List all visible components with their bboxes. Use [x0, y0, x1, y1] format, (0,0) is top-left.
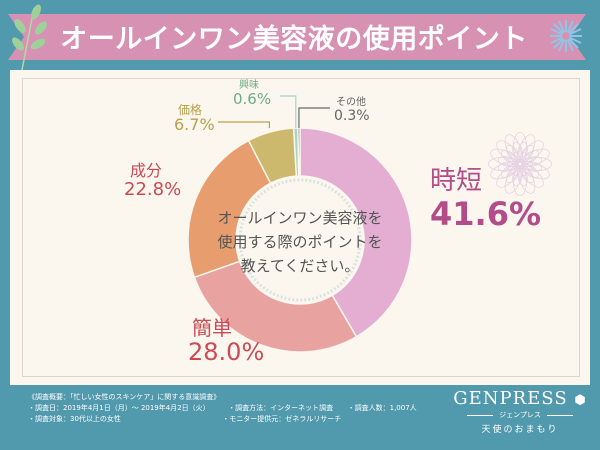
survey-target: ・調査対象：30代以上の女性: [28, 415, 121, 423]
brand-tagline: 天使のおまもり: [481, 425, 559, 435]
page-title: オールインワン美容液の使用ポイント: [60, 24, 528, 55]
slice-label-value: 41.6%: [430, 195, 542, 233]
slice-label-name: その他: [336, 97, 366, 108]
survey-method: ・調査方法：インターネット調査: [228, 404, 334, 412]
donut-center-text: オールインワン美容液を 使用する際のポイントを 教えてください。: [200, 206, 400, 278]
brand-logo: GENPRESS ⬢: [450, 388, 590, 409]
slice-label-value: 28.0%: [188, 338, 265, 366]
leader-line-kyoumi: [280, 95, 297, 129]
survey-count: ・調査人数：1,007人: [347, 404, 417, 412]
slice-label-sonota: その他 0.3%: [334, 97, 370, 124]
slice-label-seibun: 成分 22.8%: [124, 163, 181, 199]
card-border: [22, 78, 580, 377]
center-line-3: 教えてください。: [240, 257, 360, 275]
slice-label-jitan: 時短 41.6%: [430, 168, 541, 230]
center-line-1: オールインワン美容液を: [217, 209, 383, 227]
slice-label-name: 簡単: [192, 316, 232, 340]
slice-label-value: 6.7%: [174, 115, 215, 134]
snowflake-icon: [550, 20, 582, 52]
survey-provider: ・モニター提供元：ゼネラルリサーチ: [222, 415, 342, 423]
slice-label-name: 興味: [239, 80, 259, 91]
slice-label-kyoumi: 興味 0.6%: [233, 81, 271, 107]
ribbon-shape: [8, 14, 586, 60]
brand-kana-text: ジェンプレス: [499, 411, 541, 419]
brand-kana: ジェンプレス: [450, 410, 590, 420]
slice-label-name: 時短: [430, 166, 483, 196]
leaf-icon: [12, 4, 47, 71]
slice-label-value: 22.8%: [124, 179, 182, 200]
brand-block: GENPRESS ⬢ ジェンプレス 天使のおまもり: [450, 388, 590, 435]
slice-label-value: 0.6%: [233, 90, 272, 108]
survey-date: ・調査日：2019年4月1日（月）〜 2019年4月2日（火）: [28, 404, 210, 412]
brand-name: GENPRESS: [453, 388, 568, 409]
leader-line-sonota: [298, 107, 330, 129]
lace-ring: [238, 178, 362, 302]
flower-decoration-icon: [488, 132, 552, 196]
survey-heading: 《調査概要：「忙しい女性のスキンケア」に関する意識調査》: [28, 393, 221, 401]
slice-label-value: 0.3%: [334, 108, 370, 124]
leader-line-kakaku: [218, 121, 270, 129]
center-line-2: 使用する際のポイントを: [217, 233, 383, 251]
slice-label-kantan: 簡単 28.0%: [188, 318, 264, 364]
donut-slice-5: [297, 127, 301, 177]
donut-hole: [236, 176, 364, 304]
flower-petal: [521, 161, 533, 168]
survey-summary: 《調査概要：「忙しい女性のスキンケア」に関する意識調査》 ・調査日：2019年4…: [28, 392, 417, 425]
slice-label-name: 成分: [130, 161, 163, 180]
slice-label-kakaku: 価格 6.7%: [174, 104, 215, 133]
title-banner: [8, 14, 586, 60]
slice-label-name: 価格: [178, 103, 203, 117]
brand-emblem-icon: ⬢: [574, 393, 587, 408]
